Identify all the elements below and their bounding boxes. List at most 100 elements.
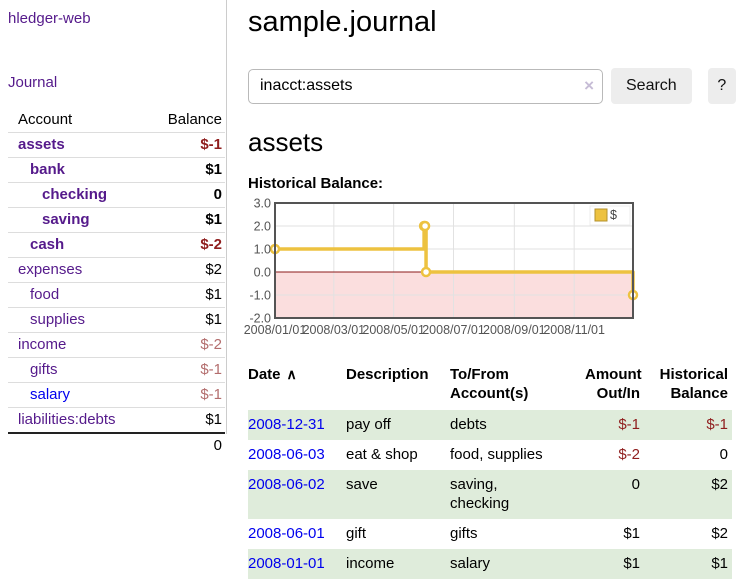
account-balance: $1 <box>148 282 225 308</box>
register-balance: 0 <box>719 446 728 464</box>
svg-text:2008/11/01: 2008/11/01 <box>543 323 605 337</box>
sidebar-account-cash[interactable]: cash <box>30 236 65 253</box>
table-row: saving $1 <box>8 207 225 233</box>
sidebar-account-liabilities-debts[interactable]: liabilities:debts <box>18 411 116 428</box>
svg-text:$: $ <box>610 208 617 222</box>
register-amount: $1 <box>623 555 640 573</box>
register-date-link[interactable]: 2008-06-03 <box>248 446 325 464</box>
register-amount: $-2 <box>618 446 640 464</box>
sort-asc-icon: ∧ <box>286 366 297 383</box>
table-row: 2008-12-31 pay off debts $-1 $-1 <box>248 410 732 441</box>
page-title: sample.journal <box>248 6 437 38</box>
account-balance: $1 <box>148 207 225 233</box>
table-row: expenses $2 <box>8 257 225 283</box>
table-row: food $1 <box>8 282 225 308</box>
sidebar-account-food[interactable]: food <box>30 286 60 303</box>
register-table: Date ∧ Description To/From Account(s) Amo… <box>248 363 732 580</box>
sidebar-item-journal[interactable]: Journal <box>8 74 58 91</box>
sidebar-account-income[interactable]: income <box>18 336 67 353</box>
svg-text:2008/07/01: 2008/07/01 <box>422 323 485 337</box>
svg-text:2.0: 2.0 <box>254 220 271 234</box>
register-date-link[interactable]: 2008-06-02 <box>248 476 325 494</box>
help-button[interactable]: ? <box>707 68 736 105</box>
table-row: liabilities:debts $1 <box>8 407 225 434</box>
svg-text:2008/09/01: 2008/09/01 <box>483 323 546 337</box>
sidebar-account-supplies[interactable]: supplies <box>30 311 86 328</box>
account-balance: $1 <box>148 307 225 333</box>
table-row: income $-2 <box>8 332 225 358</box>
register-header-balance: Historical Balance <box>659 366 728 403</box>
register-amount: 0 <box>631 476 640 494</box>
sidebar-account-checking[interactable]: checking <box>42 186 108 203</box>
register-header-date[interactable]: Date ∧ <box>248 366 297 384</box>
account-balance: $-1 <box>148 357 225 383</box>
accounts-total-row: 0 <box>8 432 225 458</box>
svg-text:2008/03/01: 2008/03/01 <box>303 323 366 337</box>
table-row: salary $-1 <box>8 382 225 408</box>
account-balance: $-2 <box>148 232 225 258</box>
register-header-description: Description <box>346 366 429 384</box>
table-row: 2008-06-03 eat & shop food, supplies $-2… <box>248 440 732 470</box>
table-row: 2008-06-02 save saving, checking 0 $2 <box>248 470 732 520</box>
account-balance: $2 <box>148 257 225 283</box>
account-balance: $-2 <box>148 332 225 358</box>
svg-text:0.0: 0.0 <box>254 266 271 280</box>
register-balance: $2 <box>711 476 728 494</box>
svg-text:2008/01/01: 2008/01/01 <box>244 323 307 337</box>
table-row: 2008-01-01 income salary $1 $1 <box>248 549 732 580</box>
svg-text:-1.0: -1.0 <box>249 289 271 303</box>
account-balance: $-1 <box>148 382 225 408</box>
register-description: gift <box>346 525 367 543</box>
chart-title: Historical Balance: <box>248 175 384 193</box>
sidebar: hledger-web Journal Account Balance asse… <box>0 0 227 458</box>
table-row: gifts $-1 <box>8 357 225 383</box>
account-balance: $1 <box>148 157 225 183</box>
register-date-link[interactable]: 2008-12-31 <box>248 416 325 434</box>
register-date-link[interactable]: 2008-06-01 <box>248 525 325 543</box>
sidebar-account-gifts[interactable]: gifts <box>30 361 58 378</box>
search-form: × Search ? <box>248 68 736 105</box>
clear-search-icon[interactable]: × <box>584 75 594 95</box>
main-content: sample.journal × Search ? assets Histori… <box>244 0 736 580</box>
register-balance: $1 <box>711 555 728 573</box>
sidebar-account-bank[interactable]: bank <box>30 161 66 178</box>
account-heading: assets <box>248 127 324 158</box>
register-accounts: gifts <box>450 525 478 543</box>
account-balance: 0 <box>148 182 225 208</box>
sidebar-account-expenses[interactable]: expenses <box>18 261 83 278</box>
register-date-link[interactable]: 2008-01-01 <box>248 555 325 573</box>
search-button[interactable]: Search <box>611 68 692 105</box>
accounts-header-balance: Balance <box>148 108 225 133</box>
table-row: checking 0 <box>8 182 225 208</box>
register-description: eat & shop <box>346 446 418 464</box>
table-row: cash $-2 <box>8 232 225 258</box>
account-balance: $1 <box>148 407 225 434</box>
account-balance: $-1 <box>148 132 225 158</box>
svg-text:1.0: 1.0 <box>254 243 271 257</box>
accounts-total-balance: 0 <box>148 432 225 458</box>
register-accounts: debts <box>450 416 487 434</box>
register-header-account: To/From Account(s) <box>450 366 529 403</box>
sidebar-account-salary[interactable]: salary <box>30 386 71 403</box>
accounts-table: Account Balance assets $-1 bank $1 check… <box>8 108 225 458</box>
register-accounts: food, supplies <box>450 446 543 464</box>
register-accounts: salary <box>450 555 491 573</box>
register-balance: $-1 <box>706 416 728 434</box>
register-amount: $-1 <box>618 416 640 434</box>
table-row: bank $1 <box>8 157 225 183</box>
accounts-header-account: Account <box>8 108 149 133</box>
table-row: 2008-06-01 gift gifts $1 $2 <box>248 519 732 549</box>
register-description: save <box>346 476 378 494</box>
sidebar-account-saving[interactable]: saving <box>42 211 90 228</box>
register-header-amount: Amount Out/In <box>585 366 642 403</box>
table-row: supplies $1 <box>8 307 225 333</box>
search-input[interactable] <box>248 68 603 104</box>
register-balance: $2 <box>711 525 728 543</box>
table-row: assets $-1 <box>8 132 225 158</box>
app-title-link[interactable]: hledger-web <box>8 10 91 27</box>
svg-text:2008/05/01: 2008/05/01 <box>362 323 425 337</box>
svg-text:-2.0: -2.0 <box>249 312 271 326</box>
svg-text:3.0: 3.0 <box>254 197 271 211</box>
historical-balance-chart: $3.0 2.0 1.0 0.0 -1.0 -2.02008/01/012008/03/0… <box>244 197 639 337</box>
sidebar-account-assets[interactable]: assets <box>18 136 65 153</box>
